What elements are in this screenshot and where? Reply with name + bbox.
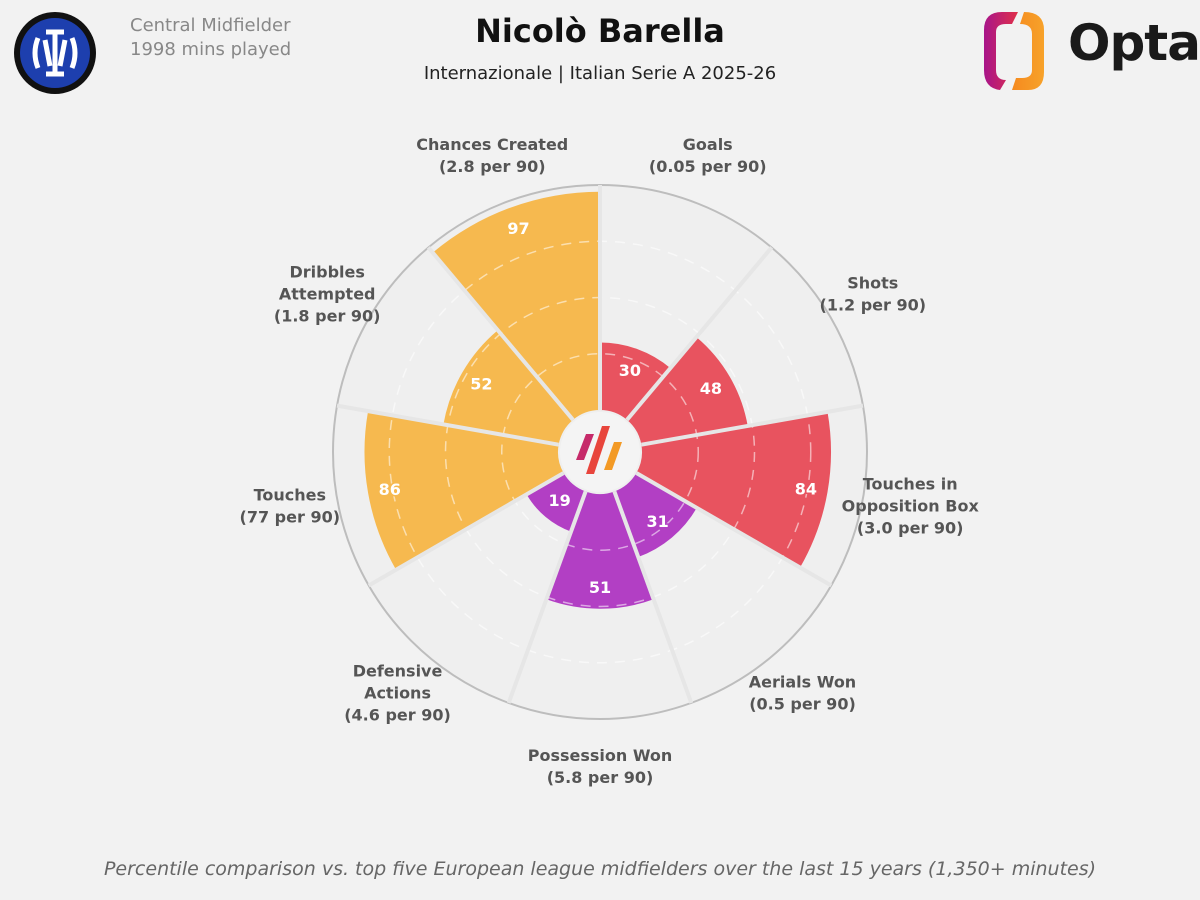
- slice-divider: [336, 403, 559, 447]
- slice-divider: [367, 471, 565, 588]
- opta-logo-icon: [984, 12, 1044, 90]
- category-per90: (0.5 per 90): [749, 694, 856, 713]
- category-label: Defensive: [353, 661, 443, 680]
- bar-touches: [364, 411, 564, 570]
- bar-aerials-won: [614, 473, 697, 558]
- category-per90: (2.8 per 90): [439, 157, 546, 176]
- opta-brand: Opta: [1068, 14, 1200, 72]
- value-label: 97: [507, 219, 529, 238]
- ring-25: [501, 353, 699, 551]
- bar-touches-in-opposition-box: [636, 411, 831, 568]
- category-per90: (0.05 per 90): [649, 157, 767, 176]
- category-label: Touches: [254, 486, 326, 505]
- category-label: Chances Created: [416, 135, 568, 154]
- logo-stripe: [604, 442, 622, 470]
- category-per90: (1.8 per 90): [274, 307, 381, 326]
- value-label: 51: [589, 578, 611, 597]
- slice-divider: [506, 490, 588, 704]
- player-position: Central Midfielder: [130, 15, 291, 36]
- value-label: 86: [379, 480, 401, 499]
- value-label: 84: [795, 479, 817, 498]
- category-label: Dribbles: [289, 263, 364, 282]
- value-label: 52: [470, 375, 492, 394]
- category-label: Actions: [364, 683, 431, 702]
- footnote: Percentile comparison vs. top five Europ…: [103, 858, 1097, 880]
- logo-stripe: [576, 434, 594, 460]
- value-label: 48: [700, 379, 722, 398]
- category-label: Attempted: [279, 285, 376, 304]
- category-label: Possession Won: [528, 746, 673, 765]
- inter-crest-logo: [14, 12, 96, 94]
- category-per90: (3.0 per 90): [857, 519, 964, 538]
- category-label: Shots: [847, 274, 898, 293]
- category-label: Touches in: [863, 475, 958, 494]
- category-label: Opposition Box: [842, 497, 980, 516]
- bar-possession-won: [546, 491, 654, 609]
- category-per90: (1.2 per 90): [820, 296, 927, 315]
- bar-goals: [600, 342, 671, 420]
- logo-stripe: [586, 426, 610, 474]
- slice-divider: [426, 246, 575, 422]
- player-info: Central Midfielder 1998 mins played: [130, 14, 291, 62]
- slice-divider: [612, 490, 694, 704]
- value-label: 31: [647, 512, 669, 531]
- category-label: Aerials Won: [749, 672, 856, 691]
- bar-dribbles-attempted: [443, 330, 574, 445]
- page-title: Nicolò Barella: [475, 12, 725, 50]
- center-logo-icon: [576, 426, 622, 474]
- slice-divider: [635, 471, 833, 588]
- value-label: 30: [619, 361, 641, 380]
- bar-shots: [626, 337, 748, 445]
- slice-divider: [625, 246, 774, 422]
- page-subtitle: Internazionale | Italian Serie A 2025-26: [423, 63, 777, 84]
- value-label: 19: [549, 491, 571, 510]
- minutes-played: 1998 mins played: [130, 39, 292, 60]
- category-per90: (5.8 per 90): [547, 768, 654, 787]
- category-per90: (4.6 per 90): [344, 705, 451, 724]
- category-per90: (77 per 90): [240, 508, 341, 527]
- category-label: Goals: [683, 135, 733, 154]
- slice-divider: [641, 403, 864, 447]
